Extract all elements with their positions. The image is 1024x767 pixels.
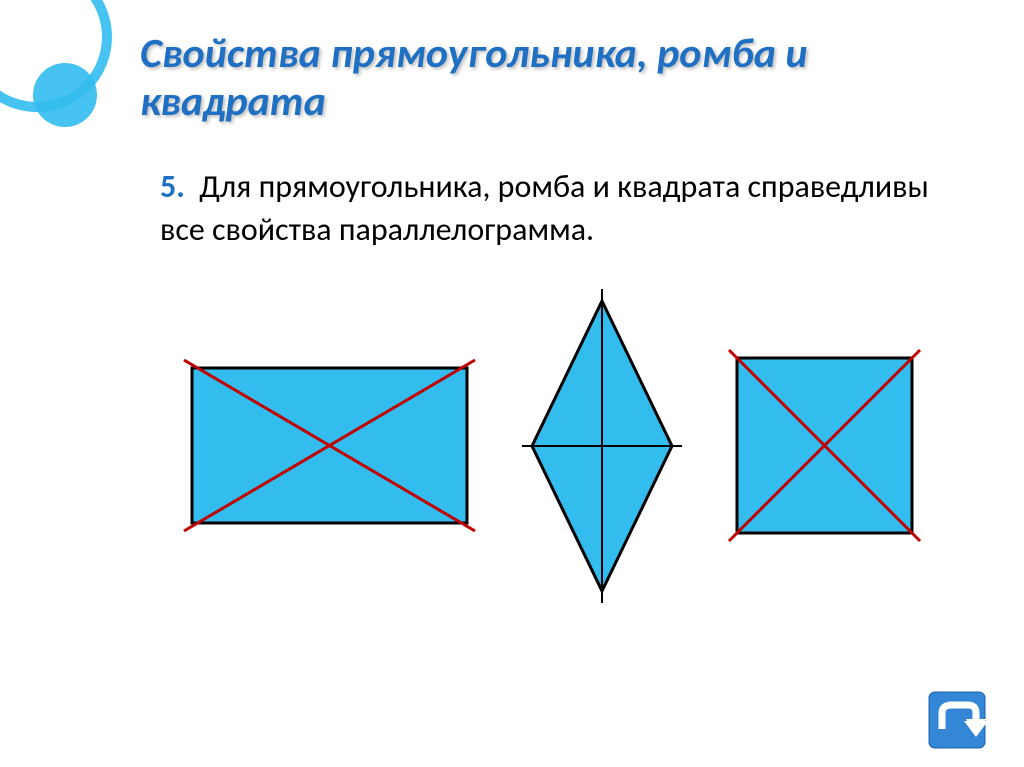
shapes-row <box>140 286 964 606</box>
item-number: 5. <box>160 167 185 206</box>
rectangle-shape <box>182 358 477 533</box>
slide-content: Свойства прямоугольника, ромба и квадрат… <box>0 0 1024 636</box>
square-shape <box>727 348 922 543</box>
slide-title: Свойства прямоугольника, ромба и квадрат… <box>140 30 964 127</box>
body-text-span: Для прямоугольника, ромба и квадрата спр… <box>160 167 929 249</box>
return-button[interactable] <box>928 691 986 749</box>
body-paragraph: 5. Для прямоугольника, ромба и квадрата … <box>160 165 964 251</box>
rhombus-shape <box>517 286 687 606</box>
